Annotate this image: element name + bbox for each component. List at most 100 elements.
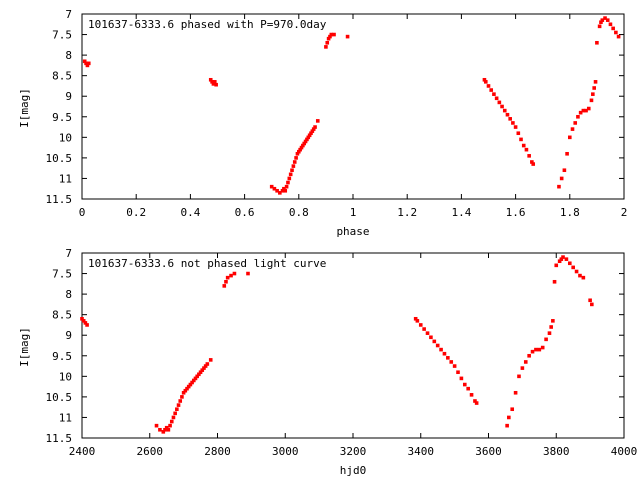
bottom-data-point <box>185 386 189 391</box>
top-y-tick-label: 8 <box>65 49 72 62</box>
top-data-point <box>614 30 618 35</box>
top-y-tick-label: 7.5 <box>52 29 72 42</box>
top-data-point <box>494 96 499 101</box>
bottom-data-point <box>224 279 228 284</box>
bottom-y-tick-label: 8 <box>65 288 72 301</box>
top-data-point <box>486 84 491 88</box>
top-data-point <box>210 80 214 84</box>
bottom-data-point <box>459 376 464 381</box>
bottom-data-point <box>415 319 420 323</box>
bottom-y-tick-label: 10.5 <box>46 391 73 404</box>
top-chart-title: 101637-6333.6 phased with P=970.0day <box>88 18 327 31</box>
bottom-data-point <box>195 374 199 379</box>
bottom-data-point <box>439 347 443 352</box>
bottom-data-point <box>173 411 177 416</box>
top-data-point <box>82 59 87 64</box>
top-data-point <box>212 80 217 84</box>
top-data-point <box>291 164 296 168</box>
bottom-data-point <box>435 343 440 348</box>
bottom-data-point <box>181 390 186 395</box>
top-data-point <box>508 117 512 121</box>
bottom-data-point <box>178 399 183 403</box>
bottom-data-point <box>164 425 169 430</box>
top-data-point <box>568 135 572 140</box>
bottom-data-point <box>578 273 582 278</box>
top-data-point <box>600 18 605 22</box>
top-data-point <box>608 22 613 27</box>
bottom-data-point <box>549 325 553 329</box>
top-data-point <box>611 26 615 31</box>
bottom-data-point <box>466 386 470 391</box>
bottom-data-point <box>163 427 167 432</box>
top-data-point <box>211 82 216 86</box>
top-data-point <box>309 131 313 136</box>
bottom-y-tick-label: 7.5 <box>52 268 72 281</box>
top-data-point <box>599 20 603 25</box>
top-data-point <box>269 184 274 189</box>
top-data-point <box>524 147 529 152</box>
bottom-x-tick-label: 4000 <box>611 445 638 458</box>
top-y-tick-label: 9 <box>65 90 72 103</box>
bottom-data-point <box>510 407 515 412</box>
bottom-data-point <box>161 430 166 434</box>
top-data-point <box>557 184 561 189</box>
bottom-plot-frame <box>81 252 625 439</box>
bottom-y-tick-label: 8.5 <box>52 309 72 322</box>
bottom-data-point <box>202 366 206 370</box>
top-x-tick-label: 0 <box>79 206 86 219</box>
top-data-point <box>559 176 564 181</box>
bottom-y-tick-label: 9.5 <box>52 350 72 363</box>
top-data-point <box>497 100 502 105</box>
bottom-y-tick-label: 10 <box>59 370 72 383</box>
top-data-point <box>86 61 91 66</box>
top-x-tick-label: 0.4 <box>180 206 200 219</box>
bottom-data-point <box>83 321 88 325</box>
bottom-x-tick-label: 3000 <box>272 445 299 458</box>
bottom-data-point <box>557 259 562 264</box>
top-data-point <box>584 108 588 113</box>
top-data-point <box>489 88 494 92</box>
bottom-x-tick-label: 3200 <box>340 445 367 458</box>
bottom-data-point <box>432 339 437 344</box>
top-data-point <box>303 139 308 144</box>
top-y-tick-label: 11.5 <box>46 193 73 206</box>
bottom-data-point <box>505 423 509 428</box>
top-y-tick-label: 10.5 <box>46 152 73 165</box>
bottom-data-point <box>158 427 162 432</box>
bottom-data-point <box>520 366 525 370</box>
top-x-tick-label: 0.8 <box>289 206 309 219</box>
top-data-point <box>313 125 317 129</box>
bottom-x-tick-label: 3600 <box>475 445 502 458</box>
top-x-tick-label: 1 <box>350 206 357 219</box>
top-data-point <box>302 141 307 146</box>
bottom-data-point <box>81 319 86 323</box>
top-data-point <box>278 191 282 195</box>
bottom-data-point <box>413 316 418 321</box>
top-x-axis-label: phase <box>336 225 369 238</box>
bottom-data-point <box>85 323 89 327</box>
bottom-data-point <box>473 399 477 403</box>
bottom-data-point <box>180 395 184 399</box>
bottom-data-point <box>169 419 174 424</box>
bottom-data-point <box>200 368 205 372</box>
bottom-data-point <box>418 323 423 327</box>
bottom-data-point <box>203 364 208 368</box>
bottom-data-point <box>534 347 538 352</box>
bottom-data-point <box>176 403 181 407</box>
bottom-data-point <box>540 345 545 350</box>
bottom-data-point <box>588 298 592 303</box>
bottom-data-point <box>183 388 188 393</box>
bottom-data-point <box>171 415 176 420</box>
bottom-chart-title: 101637-6333.6 not phased light curve <box>88 257 326 270</box>
bottom-data-point <box>574 269 579 274</box>
top-data-point <box>530 160 534 164</box>
top-data-point <box>581 108 586 113</box>
bottom-data-point <box>175 407 179 412</box>
bottom-data-point <box>191 378 196 383</box>
top-data-point <box>328 34 332 39</box>
bottom-y-tick-label: 7 <box>65 247 72 260</box>
bottom-data-point <box>513 390 518 395</box>
top-data-point <box>492 92 496 96</box>
top-data-point <box>519 137 523 142</box>
bottom-data-point <box>232 271 237 276</box>
